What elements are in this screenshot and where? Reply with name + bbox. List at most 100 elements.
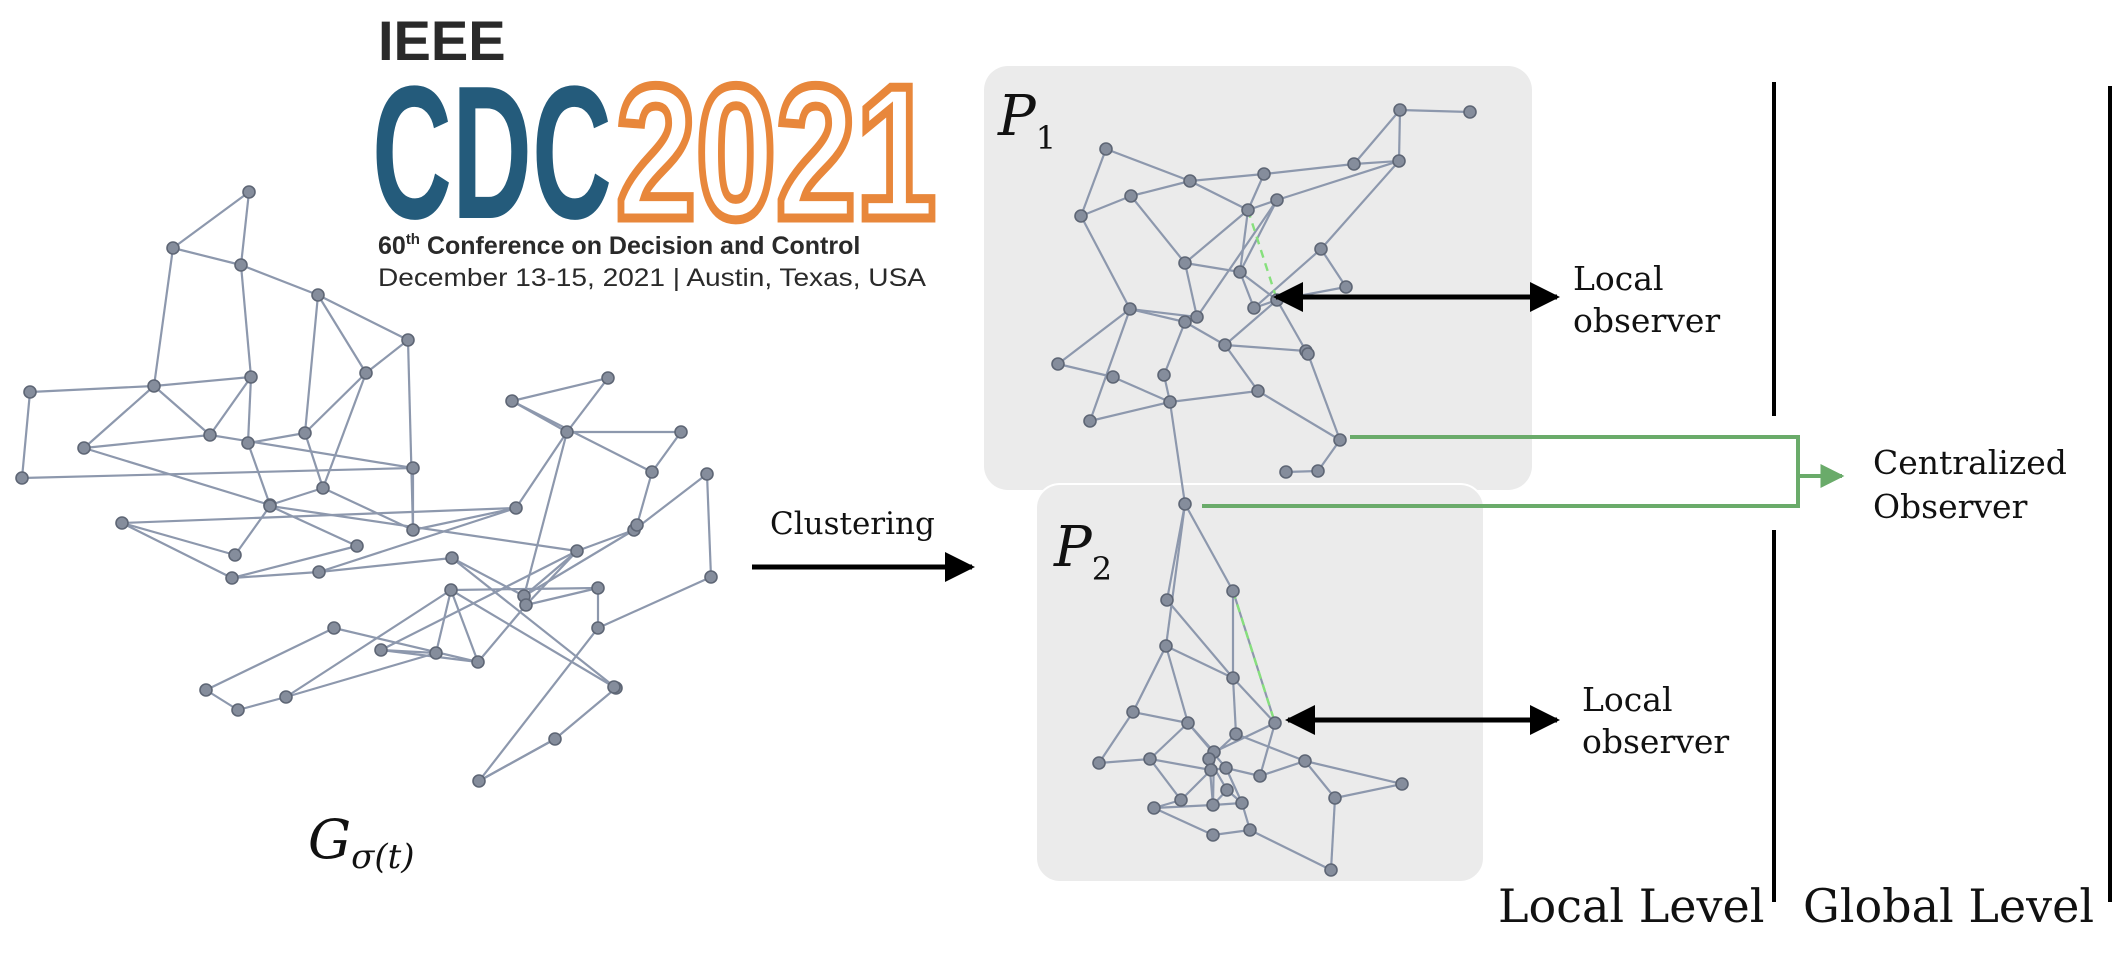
cluster-1-removed-edge <box>1246 209 1279 301</box>
graph-node <box>406 523 420 537</box>
cluster-1-node <box>1106 370 1120 384</box>
graph-node <box>263 499 277 513</box>
graph-edge <box>380 550 578 651</box>
logo-conference-name: Conference on Decision and Control <box>427 232 860 260</box>
cluster-2-node <box>1206 828 1220 842</box>
local-observer-2-line1: Local <box>1582 680 1673 719</box>
cluster-1-node <box>1301 347 1315 361</box>
cluster-2-edge <box>1164 645 1190 724</box>
cluster-1-node <box>1393 103 1407 117</box>
cluster-2-edge <box>1231 677 1238 735</box>
cluster-2-node <box>1243 823 1257 837</box>
inter-cluster-edge <box>1168 401 1187 505</box>
cluster-2-node <box>1395 777 1409 791</box>
cluster-1-node <box>1218 338 1232 352</box>
graph-label-subscript: σ(t) <box>351 837 414 877</box>
central-connector <box>1202 435 1845 508</box>
cluster-2-node <box>1181 716 1195 730</box>
cluster-2-removed-edge <box>1231 590 1277 724</box>
graph-node <box>225 571 239 585</box>
graph-edge <box>83 433 211 450</box>
graph-edge <box>121 506 517 525</box>
graph-edge <box>478 627 599 782</box>
graph-edge <box>525 586 599 607</box>
cluster-2-edge <box>1258 722 1277 777</box>
cluster-2-node <box>1202 752 1216 766</box>
graph-node <box>312 565 326 579</box>
cluster-2-node <box>1092 756 1106 770</box>
cluster-2-edge <box>1098 711 1134 764</box>
graph-edge <box>209 376 252 436</box>
graph-node <box>311 288 325 302</box>
cluster-panel-1 <box>984 66 1532 490</box>
graph-edge <box>317 294 367 374</box>
cluster-2-node <box>1174 793 1188 807</box>
graph-edge <box>121 521 236 557</box>
cluster-1-edge <box>1080 194 1132 218</box>
local-observer-1-line2: observer <box>1573 301 1720 340</box>
cluster-1-edge <box>1183 262 1199 318</box>
cluster-1-node <box>1270 193 1284 207</box>
local-level-label: Local Level <box>1498 879 1764 933</box>
cluster-1-edge <box>1353 109 1401 165</box>
cluster-2-node <box>1126 705 1140 719</box>
cluster-1-edge <box>1189 180 1249 211</box>
cluster-1-node <box>1333 433 1347 447</box>
graph-edge <box>633 473 708 531</box>
graph-edge <box>450 589 615 688</box>
partition-1-label: P1 <box>997 84 1056 157</box>
cluster-1-node <box>1241 203 1255 217</box>
graph-node <box>471 655 485 669</box>
cluster-2-edge <box>1184 503 1234 592</box>
cluster-1-edge <box>1169 389 1259 404</box>
graph-edge <box>434 589 453 654</box>
cluster-1-edge <box>1162 321 1187 376</box>
cluster-1-edge <box>1399 108 1471 114</box>
graph-edge <box>522 431 569 597</box>
graph-edge <box>239 264 253 378</box>
graph-edge <box>83 385 155 449</box>
graph-node <box>444 583 458 597</box>
graph-edge <box>523 550 578 597</box>
graph-edge <box>121 522 233 579</box>
cluster-2-node <box>1328 791 1342 805</box>
graph-node <box>445 551 459 565</box>
cluster-2-edge <box>1259 759 1306 778</box>
cluster-1-node <box>1178 315 1192 329</box>
graph-node <box>231 703 245 717</box>
cluster-2-edge <box>1249 829 1332 871</box>
partition-2-subscript: 2 <box>1092 550 1112 588</box>
cluster-2-node <box>1147 801 1161 815</box>
graph-edge <box>451 557 617 689</box>
graph-node <box>166 241 180 255</box>
graph-edge <box>239 191 251 266</box>
cluster-1-edge <box>1224 299 1278 346</box>
cluster-1-edge <box>1079 148 1108 217</box>
graph-edge <box>285 589 452 698</box>
graph-edge <box>566 377 609 433</box>
graph-node <box>316 481 330 495</box>
cluster-2-edge <box>1180 769 1212 801</box>
cluster-1-edge <box>1257 390 1341 441</box>
cluster-1-edge <box>1130 195 1186 264</box>
graph-node <box>505 394 519 408</box>
cluster-2-node <box>1235 796 1249 810</box>
graph-node <box>591 621 605 635</box>
cluster-1-edge <box>1239 199 1278 273</box>
cluster-1-node <box>1124 189 1138 203</box>
logo-dates-location: December 13-15, 2021 | Austin, Texas, US… <box>378 264 926 292</box>
logo-edition-number: 60 <box>378 232 406 260</box>
cluster-1-edge <box>1239 271 1278 301</box>
graph-edge <box>153 375 252 388</box>
graph-edge <box>247 431 306 445</box>
graph-node <box>560 425 574 439</box>
graph-edge <box>304 372 367 434</box>
graph-node <box>242 185 256 199</box>
cluster-1-edge <box>1306 353 1342 441</box>
graph-edge <box>231 570 320 580</box>
cluster-2-node <box>1226 584 1240 598</box>
cluster-1-edge <box>1184 321 1226 346</box>
cluster-1-edge <box>1238 209 1250 273</box>
graph-edge <box>303 294 320 434</box>
cluster-1-edge <box>1105 147 1191 183</box>
